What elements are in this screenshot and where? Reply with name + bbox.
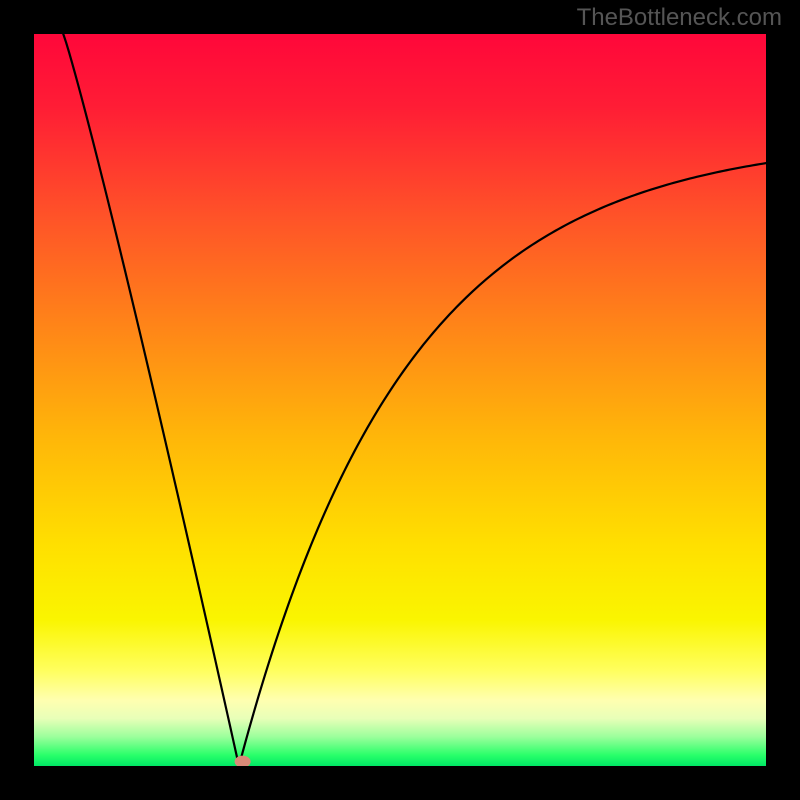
bottleneck-curve [63, 34, 766, 766]
curve-layer [34, 34, 766, 766]
watermark-text: TheBottleneck.com [577, 6, 782, 30]
plot-frame [34, 34, 766, 766]
chart-container: TheBottleneck.com [0, 0, 800, 800]
